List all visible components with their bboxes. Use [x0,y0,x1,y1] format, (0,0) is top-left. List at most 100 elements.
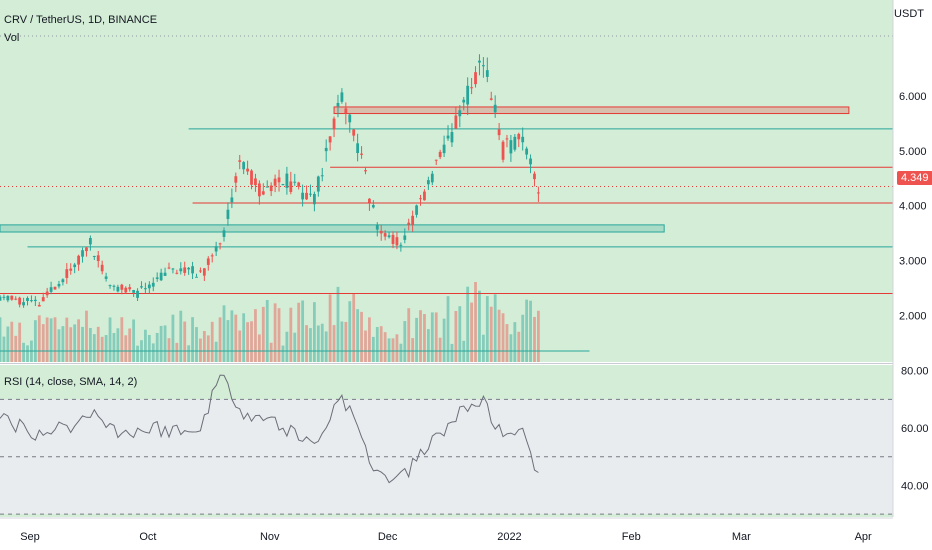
candle-body [391,234,395,244]
candle-body [73,264,77,268]
volume-bar [49,318,53,362]
volume-bar [430,312,434,362]
volume-bar [352,293,356,362]
volume-bar [289,307,293,362]
volume-bar [41,324,45,362]
time-tick-label: 2022 [497,531,521,543]
candle-body [430,173,434,183]
volume-bar [371,336,375,362]
candle-body [214,246,218,252]
candle-body [171,268,175,270]
volume-bar [238,330,242,362]
volume-bar [199,338,202,362]
candle-body [383,233,387,237]
volume-bar [128,328,132,362]
candle-body [112,285,116,287]
candle-body [352,129,356,136]
volume-bar [257,334,261,362]
price-pane[interactable] [0,0,932,364]
volume-bar [537,310,540,362]
candle-body [92,255,96,257]
candle-body [313,193,316,205]
volume-bar [316,325,320,362]
candle-body [364,170,367,172]
zone-rectangle[interactable] [0,224,665,233]
volume-bar [336,286,340,362]
volume-bar [313,302,316,362]
volume-bar [250,321,253,362]
volume-label[interactable]: Vol [4,32,20,44]
time-tick-label: Feb [622,531,641,543]
volume-bar [348,301,352,362]
volume-bar [65,317,69,362]
candle-body [218,243,222,245]
volume-bar [481,334,485,362]
volume-bar [112,332,116,362]
volume-bar [458,306,462,362]
candle-body [77,255,80,265]
candle-body [120,284,124,290]
volume-bar [356,309,360,362]
candle-body [450,132,454,143]
volume-bar [242,313,246,362]
volume-bar [529,300,532,362]
volume-bar [6,326,10,362]
currency-label[interactable]: USDT [894,8,924,20]
candle-body [387,235,391,238]
price-tick-label: 2.000 [899,310,927,322]
candle-body [26,297,29,301]
volume-bar [273,303,277,362]
volume-bar [328,294,332,362]
candle-body [136,290,139,298]
volume-bar [69,327,73,362]
candle-body [195,276,198,278]
candle-body [521,136,525,143]
volume-bar [120,317,124,362]
price-tick-label: 5.000 [899,146,927,158]
zone-rectangle[interactable] [333,106,850,115]
candle-body [81,250,84,257]
candle-body [187,267,191,270]
volume-bar [505,324,509,362]
candle-body [356,143,360,153]
rsi-label[interactable]: RSI (14, close, SMA, 14, 2) [4,376,138,388]
time-axis[interactable]: Sep Oct Nov Dec 2022 Feb Mar Apr [0,517,932,543]
candle-body [371,205,375,208]
volume-bar [344,321,348,362]
candle-body [415,205,418,215]
volume-bar [183,321,187,362]
volume-bar [163,325,167,362]
volume-bar [281,345,285,362]
volume-bar [493,294,497,362]
candle-body [344,108,348,114]
candle-body [336,102,340,107]
volume-bar [387,338,391,362]
candle-body [423,191,426,201]
candle-body [0,296,2,301]
candle-body [324,147,328,152]
rsi-line[interactable] [0,374,539,484]
price-axis[interactable]: 6.000 5.000 4.000 3.000 2.000 80.00 60.00 40.00 [892,0,932,550]
symbol-title[interactable]: CRV / TetherUS, 1D, BINANCE [4,14,158,26]
volume-bar [132,319,136,362]
candles [0,54,540,308]
volume-bar [234,314,238,362]
candle-body [332,118,336,130]
candle-body [6,295,10,301]
candle-body [497,129,501,136]
price-axis-background [893,0,932,550]
candle-body [340,92,344,102]
volume-bar [2,336,6,362]
volume-bar [22,342,25,362]
time-tick-label: Dec [378,531,398,543]
volume-bar [293,332,297,362]
candle-body [403,235,407,240]
volume-bar [383,332,387,362]
candle-body [293,181,297,183]
candle-body [238,160,242,162]
volume-bar [265,300,269,362]
candle-body [368,198,371,203]
volume-bar [324,331,328,362]
rsi-pane[interactable] [0,365,893,517]
